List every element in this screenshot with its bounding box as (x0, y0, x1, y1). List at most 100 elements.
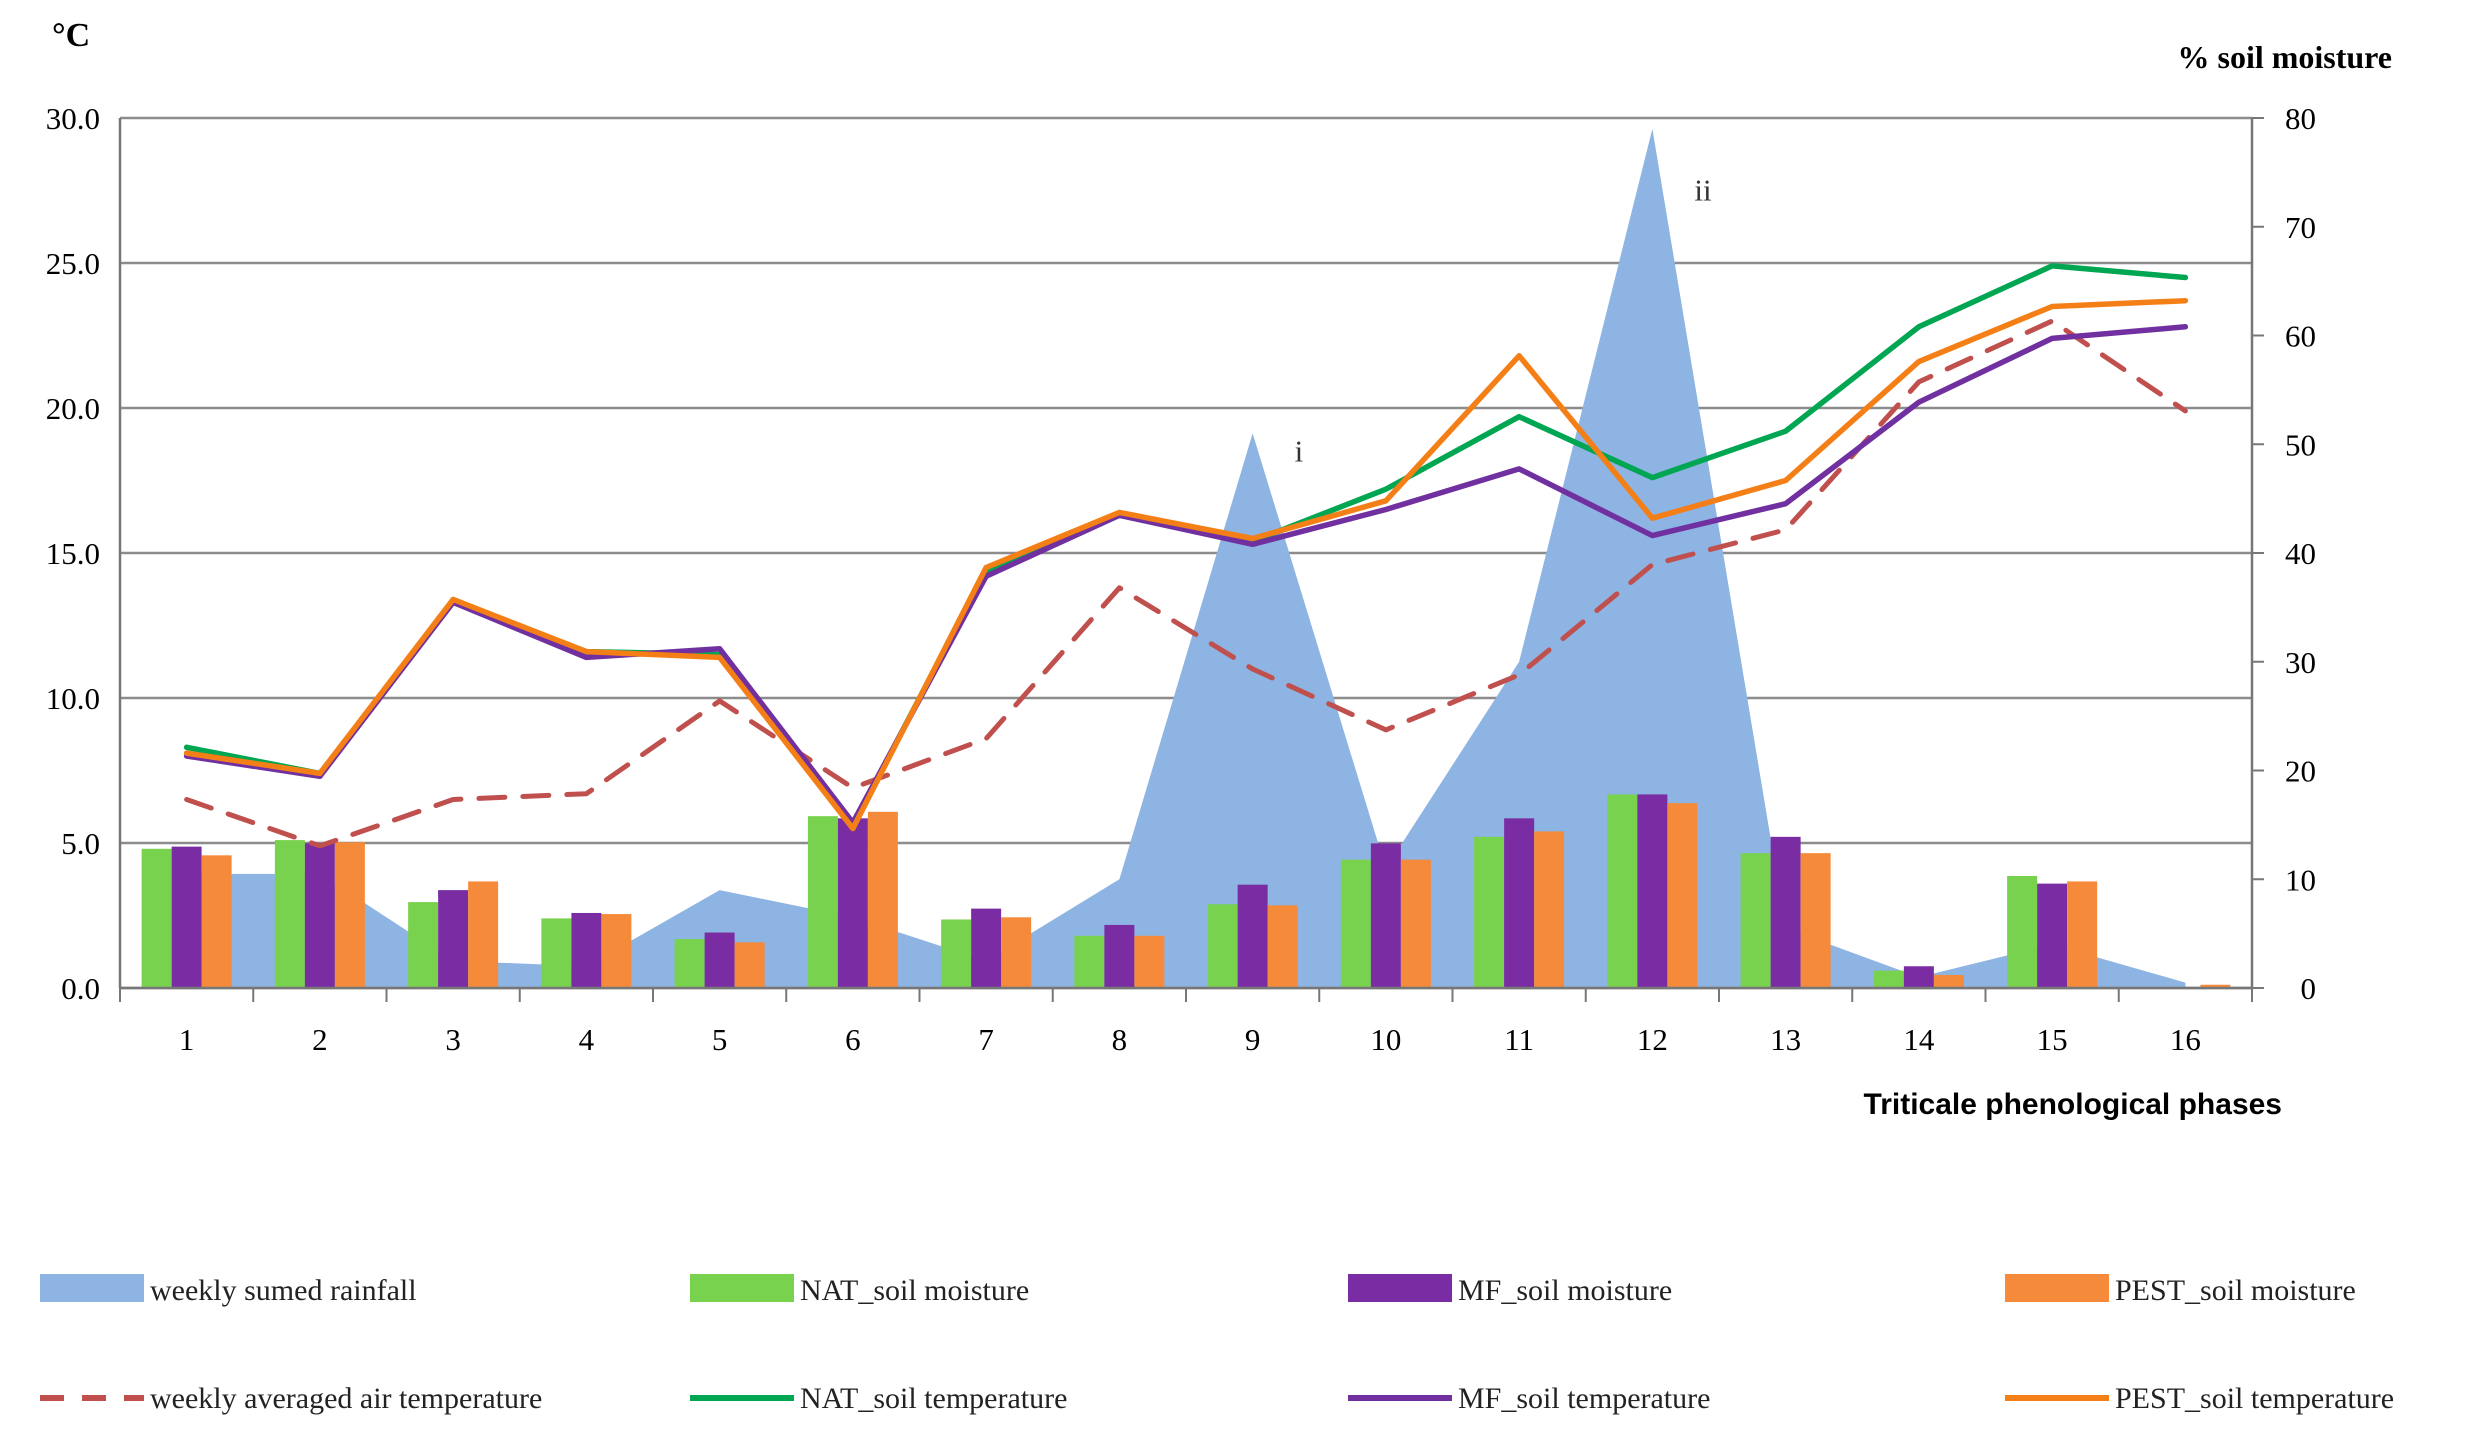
y-right-tick-label: 10 (2285, 862, 2316, 897)
annotations-layer: iii (1295, 173, 1712, 469)
x-tick-label: 3 (445, 1022, 461, 1057)
y-right-tick-label: 80 (2285, 101, 2316, 136)
legend-label: NAT_soil temperature (800, 1382, 1067, 1415)
mf-soil-moisture-bar (971, 908, 1002, 988)
x-tick-label: 9 (1245, 1022, 1261, 1057)
rainfall-area-layer (186, 128, 2186, 988)
bars-layer (141, 794, 2231, 988)
x-tick-label: 15 (2037, 1022, 2068, 1057)
y-left-tick-label: 15.0 (46, 536, 100, 571)
mf-soil-moisture-bar (1370, 843, 1401, 988)
y-left-tick-label: 20.0 (46, 391, 100, 426)
nat-soil-moisture-bar (408, 902, 439, 988)
x-tick-label: 11 (1504, 1022, 1534, 1057)
y-left-tick-label: 5.0 (61, 826, 100, 861)
nat-soil-moisture-bar (141, 848, 172, 988)
pest-soil-moisture-bar (867, 811, 898, 988)
x-tick-label: 14 (1903, 1022, 1935, 1057)
x-tick-label: 7 (978, 1022, 994, 1057)
x-tick-label: 4 (579, 1022, 595, 1057)
legend-swatch (1348, 1274, 1452, 1302)
y-right-tick-label: 30 (2285, 645, 2316, 680)
rainfall-area (186, 128, 2186, 988)
mf-soil-moisture-bar (1504, 818, 1535, 988)
left-axis-unit: °C (52, 17, 90, 54)
nat-soil-moisture-bar (941, 919, 972, 988)
pest-soil-moisture-bar (734, 942, 765, 988)
mf-soil-moisture-bar (571, 912, 602, 988)
x-axis-title: Triticale phenological phases (1864, 1088, 2282, 1121)
pest-soil-moisture-bar (601, 914, 632, 988)
nat-soil-moisture-bar (1474, 836, 1505, 988)
y-right-tick-label: 0 (2301, 971, 2317, 1006)
nat-soil-moisture-bar (807, 816, 838, 988)
nat-soil-moisture-bar (1207, 904, 1238, 988)
nat-soil-moisture-bar (1340, 859, 1371, 988)
pest-soil-moisture-bar (1667, 803, 1698, 988)
mf-soil-moisture-bar (1637, 794, 1668, 988)
x-tick-label: 13 (1770, 1022, 1801, 1057)
y-left-tick-label: 0.0 (61, 971, 100, 1006)
pest-soil-moisture-bar (1800, 853, 1831, 988)
legend-swatch (2005, 1274, 2109, 1302)
nat-soil-moisture-bar (1607, 794, 1638, 988)
pest-soil-moisture-bar (2200, 984, 2231, 988)
pest-soil-moisture-bar (201, 855, 232, 988)
mf-soil-moisture-bar (171, 846, 202, 988)
x-tick-label: 12 (1637, 1022, 1668, 1057)
annotation-label: ii (1694, 173, 1712, 208)
legend: weekly sumed rainfall NAT_soil moisture MF… (40, 1274, 2394, 1415)
y-right-tick-label: 50 (2285, 427, 2316, 462)
right-axis-unit: % soil moisture (2177, 39, 2392, 75)
pest-soil-moisture-bar (1267, 905, 1298, 988)
pest-soil-moisture-bar (468, 881, 499, 988)
legend-swatch (40, 1274, 144, 1302)
mf-soil-moisture-bar (1237, 884, 1268, 988)
x-tick-label: 16 (2170, 1022, 2201, 1057)
legend-label: weekly sumed rainfall (150, 1274, 417, 1307)
mf-soil-moisture-bar (837, 818, 868, 988)
mf-soil-moisture-bar (1104, 924, 1135, 988)
legend-label: MF_soil temperature (1458, 1382, 1710, 1415)
nat-soil-moisture-bar (1074, 935, 1105, 988)
mf-soil-moisture-bar (2037, 883, 2068, 988)
legend-label: weekly averaged air temperature (150, 1382, 542, 1415)
mf-soil-moisture-bar (704, 932, 735, 988)
pest-soil-moisture-bar (1534, 831, 1565, 988)
pest-soil-moisture-bar (334, 842, 365, 988)
legend-label: MF_soil moisture (1458, 1274, 1672, 1307)
nat-soil-moisture-bar (2007, 875, 2038, 988)
pest-soil-moisture-bar (1933, 974, 1964, 988)
legend-swatch (690, 1274, 794, 1302)
mf-soil-moisture-bar (438, 890, 469, 988)
nat-soil-moisture-bar (1740, 853, 1771, 988)
annotation-label: i (1295, 434, 1304, 469)
pest-soil-moisture-bar (1001, 917, 1032, 988)
legend-label: NAT_soil moisture (800, 1274, 1029, 1307)
pest-soil-moisture-bar (2067, 881, 2098, 988)
nat-soil-moisture-bar (274, 840, 305, 988)
x-tick-label: 10 (1370, 1022, 1401, 1057)
legend-label: PEST_soil temperature (2115, 1382, 2394, 1415)
y-left-tick-label: 10.0 (46, 681, 100, 716)
pest-soil-moisture-bar (1400, 859, 1431, 988)
y-right-tick-label: 40 (2285, 536, 2316, 571)
y-left-tick-label: 25.0 (46, 246, 100, 281)
y-left-tick-label: 30.0 (46, 101, 100, 136)
x-tick-label: 6 (845, 1022, 861, 1057)
x-tick-label: 5 (712, 1022, 728, 1057)
pest-soil-moisture-bar (1134, 935, 1165, 988)
nat-soil-moisture-bar (1873, 970, 1904, 988)
pest-soil-temperature-line (183, 297, 2189, 832)
y-right-tick-label: 60 (2285, 319, 2316, 354)
legend-label: PEST_soil moisture (2115, 1274, 2356, 1307)
x-tick-label: 8 (1112, 1022, 1128, 1057)
lines-layer (183, 263, 2189, 849)
x-tick-label: 2 (312, 1022, 328, 1057)
y-right-tick-label: 70 (2285, 210, 2316, 245)
nat-soil-moisture-bar (674, 939, 705, 988)
nat-soil-moisture-bar (541, 918, 572, 988)
x-tick-label: 1 (179, 1022, 195, 1057)
mf-soil-temperature-line (183, 324, 2189, 826)
